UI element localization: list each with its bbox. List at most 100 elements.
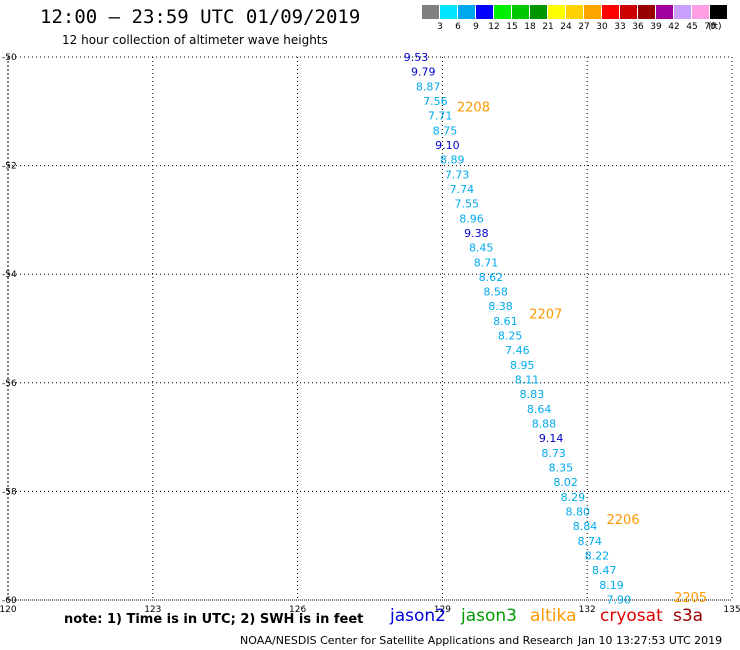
legend-swatch <box>602 5 619 19</box>
legend-tick-label: 42 <box>668 22 680 32</box>
legend-swatch <box>656 5 673 19</box>
wave-height-value: 7.74 <box>450 183 475 196</box>
legend-tick-label: 36 <box>632 22 644 32</box>
lat-tick-label: -56 <box>2 379 17 389</box>
lat-tick-label: -54 <box>2 270 17 280</box>
legend-tick-label: 18 <box>524 22 536 32</box>
wave-height-value: 8.73 <box>541 447 566 460</box>
legend-tick-label: 30 <box>596 22 608 32</box>
wave-height-value: 8.02 <box>553 476 578 489</box>
wave-height-value: 8.29 <box>561 491 586 504</box>
legend-swatch <box>494 5 511 19</box>
wave-height-value: 8.45 <box>469 242 494 255</box>
wave-height-value: 8.61 <box>493 315 517 328</box>
wave-height-value: 8.11 <box>515 374 540 387</box>
wave-height-value: 8.75 <box>433 124 458 137</box>
wave-height-value: 8.58 <box>483 286 508 299</box>
legend-swatch <box>674 5 691 19</box>
legend-swatch <box>584 5 601 19</box>
time-label: 2206 <box>607 513 640 528</box>
wave-height-value: 7.71 <box>428 110 453 123</box>
legend-swatch <box>440 5 457 19</box>
wave-height-legend: 3 6 9 12 15 18 21 24 27 30 33 36 39 42 45 70 (ft) <box>422 5 728 35</box>
legend-tick-label: 15 <box>506 22 518 32</box>
wave-height-value: 8.25 <box>498 330 523 343</box>
satellite-cryosat: cryosat <box>600 606 663 626</box>
legend-swatch <box>476 5 493 19</box>
wave-height-value: 8.35 <box>549 462 574 475</box>
wave-height-value: 7.56 <box>423 95 448 108</box>
legend-swatch <box>638 5 655 19</box>
legend-swatch <box>620 5 637 19</box>
lon-tick-label: 120 <box>0 605 17 615</box>
wave-height-value: 8.89 <box>440 154 465 167</box>
wave-height-value: 8.83 <box>520 388 545 401</box>
legend-tick-label: 3 <box>437 22 443 32</box>
legend-swatch <box>710 5 727 19</box>
legend-swatch <box>422 5 439 19</box>
time-label: 2208 <box>457 100 490 115</box>
satellite-jason3: jason3 <box>461 606 517 626</box>
page-title: 12:00 – 23:59 UTC 01/09/2019 <box>40 6 361 28</box>
lon-tick-label: 132 <box>579 605 596 615</box>
wave-height-value: 7.46 <box>505 344 530 357</box>
legend-tick-label: 39 <box>650 22 662 32</box>
credit-line: NOAA/NESDIS Center for Satellite Applica… <box>240 634 574 647</box>
legend-swatch <box>530 5 547 19</box>
wave-height-value: 9.10 <box>435 139 460 152</box>
wave-height-value: 8.95 <box>510 359 535 372</box>
wave-height-value: 8.87 <box>416 80 441 93</box>
legend-tick-label: 12 <box>488 22 500 32</box>
satellite-altika: altika <box>530 606 577 626</box>
satellite-jason2: jason2 <box>390 606 446 626</box>
legend-tick-label: 45 <box>686 22 698 32</box>
lat-tick-label: -58 <box>2 487 17 497</box>
wave-height-value: 7.73 <box>445 168 470 181</box>
wave-height-value: 8.19 <box>599 579 624 592</box>
wave-height-value: 8.88 <box>532 418 557 431</box>
wave-height-value: 8.62 <box>479 271 504 284</box>
legend-swatch <box>458 5 475 19</box>
time-label: 2205 <box>674 591 707 606</box>
wave-height-value: 8.71 <box>474 256 499 269</box>
legend-unit: (ft) <box>708 22 722 32</box>
wave-height-value: 8.47 <box>592 564 617 577</box>
wave-height-value: 8.96 <box>459 212 484 225</box>
lat-tick-label: -50 <box>2 53 17 63</box>
wave-height-value: 9.53 <box>404 51 429 64</box>
legend-tick-label: 33 <box>614 22 626 32</box>
legend-tick-label: 9 <box>473 22 479 32</box>
legend-tick-label: 24 <box>560 22 572 32</box>
wave-height-value: 9.14 <box>539 432 564 445</box>
wave-height-value: 8.74 <box>578 535 603 548</box>
timestamp: Jan 10 13:27:53 UTC 2019 <box>578 634 723 647</box>
footer-note: note: 1) Time is in UTC; 2) SWH is in fe… <box>64 612 364 627</box>
legend-swatch <box>548 5 565 19</box>
wave-height-value: 8.80 <box>565 505 590 518</box>
lon-tick-label: 135 <box>723 605 740 615</box>
lat-tick-label: -60 <box>2 596 17 606</box>
time-label: 2207 <box>529 308 562 323</box>
wave-height-value: 7.55 <box>454 198 479 211</box>
legend-swatch <box>512 5 529 19</box>
wave-height-value: 9.79 <box>411 66 436 79</box>
legend-tick-label: 70 <box>704 22 716 32</box>
map-frame <box>7 56 733 601</box>
wave-height-value: 8.84 <box>573 520 598 533</box>
lon-tick-label: 129 <box>434 605 451 615</box>
legend-tick-label: 6 <box>455 22 461 32</box>
satellite-s3a: s3a <box>673 606 704 626</box>
lon-tick-label: 123 <box>144 605 161 615</box>
legend-swatch <box>566 5 583 19</box>
wave-height-value: 8.64 <box>527 403 552 416</box>
lon-tick-label: 126 <box>289 605 306 615</box>
wave-height-value: 9.38 <box>464 227 489 240</box>
lat-tick-label: -52 <box>2 162 17 172</box>
wave-height-value: 7.90 <box>607 593 632 606</box>
legend-tick-label: 21 <box>542 22 554 32</box>
wave-height-value: 8.38 <box>488 300 512 313</box>
page-subtitle: 12 hour collection of altimeter wave hei… <box>62 33 328 47</box>
legend-tick-label: 27 <box>578 22 590 32</box>
legend-swatch <box>692 5 709 19</box>
